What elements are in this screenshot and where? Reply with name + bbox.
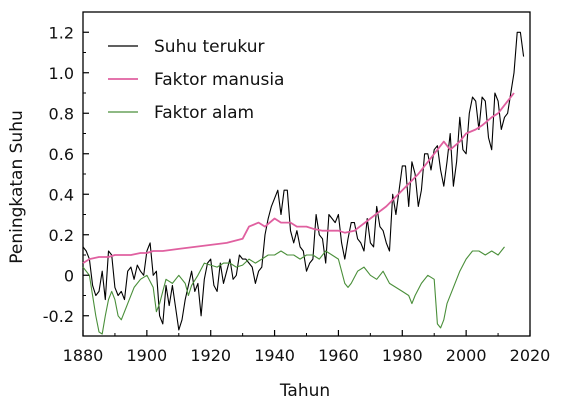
legend-label-2: Faktor manusia (154, 70, 284, 90)
x-tick-label: 1900 (126, 346, 167, 365)
y-tick-label: 0.4 (49, 185, 74, 204)
y-tick-label: 0 (64, 266, 74, 285)
y-tick-label: -0.2 (43, 307, 74, 326)
y-tick-label: 1.0 (49, 64, 74, 83)
x-tick-label: 2020 (510, 346, 551, 365)
series-line-3 (82, 246, 505, 335)
y-axis-label: Peningkatan Suhu (7, 110, 27, 264)
y-tick-label: 0.8 (49, 104, 74, 123)
legend-label-3: Faktor alam (154, 103, 254, 123)
y-tick-label: 0.6 (49, 145, 74, 164)
y-tick-label: 1.2 (49, 23, 74, 42)
x-tick-label: 2000 (446, 346, 487, 365)
series-line-1 (82, 31, 525, 331)
x-tick-label: 1920 (190, 346, 231, 365)
series-line-2 (82, 92, 515, 264)
y-tick-label: 0.2 (49, 226, 74, 245)
x-axis-label: Tahun (279, 381, 330, 401)
legend-label-1: Suhu terukur (154, 37, 265, 57)
x-tick-label: 1880 (63, 346, 104, 365)
plot-frame (82, 11, 531, 337)
x-tick-label: 1940 (254, 346, 295, 365)
x-tick-label: 1960 (318, 346, 359, 365)
x-tick-label: 1980 (382, 346, 423, 365)
